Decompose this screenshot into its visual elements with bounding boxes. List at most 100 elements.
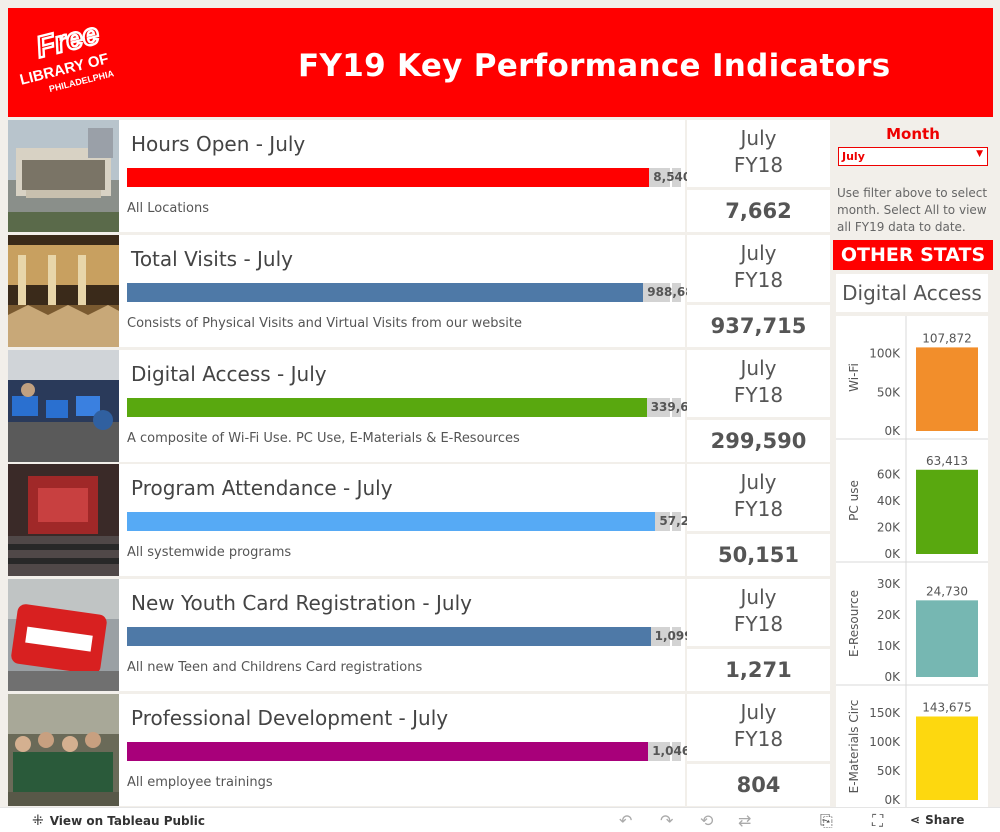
kpi-photo xyxy=(8,349,119,462)
kpi-title: New Youth Card Registration - July xyxy=(131,591,472,616)
undo-icon[interactable]: ↶ xyxy=(619,811,633,830)
share-label: Share xyxy=(925,813,965,827)
chart-tick-label: 20K xyxy=(877,608,901,622)
prior-period-month: July xyxy=(740,126,777,150)
prior-period-year: FY18 xyxy=(733,497,784,522)
kpi-subtitle: All new Teen and Childrens Card registra… xyxy=(127,660,423,676)
kpi-target-tick xyxy=(670,512,673,532)
dashboard-header: Free LIBRARY OF PHILADELPHIA FY19 Key Pe… xyxy=(8,8,993,117)
prior-period-year: FY18 xyxy=(733,727,784,751)
month-filter-select[interactable]: July ▼ xyxy=(838,147,988,166)
kpi-row: Program Attendance - July 57,203 All syste… xyxy=(8,464,830,577)
prior-period-label: July FY18 xyxy=(687,579,830,647)
kpi-photo-image xyxy=(8,579,119,692)
side-panel: Month July ▼ Use filter above to select … xyxy=(831,118,995,808)
chart-bar xyxy=(916,716,978,800)
kpi-subtitle: A composite of Wi-Fi Use. PC Use, E-Mate… xyxy=(127,430,520,446)
kpi-row: Professional Development - July 1,046 All … xyxy=(8,694,830,806)
tableau-logo-icon: ⁜ xyxy=(32,813,44,829)
prior-period-year: FY18 xyxy=(733,612,784,637)
kpi-title: Total Visits - July xyxy=(131,246,294,271)
chart-category-label: E-Resource xyxy=(847,590,861,657)
chart-bar xyxy=(916,469,978,554)
chart-category-label: Wi-Fi xyxy=(847,363,861,392)
chart-data-label: 63,413 xyxy=(926,454,968,468)
kpi-bar-fill[interactable] xyxy=(127,168,650,187)
kpi-bar-value: 1,046 xyxy=(652,744,691,758)
download-icon[interactable]: ⎘ xyxy=(820,811,833,830)
prior-period-value: 937,715 xyxy=(687,304,830,347)
kpi-bar-track[interactable]: 1,046 xyxy=(127,742,690,761)
prior-period-month: July xyxy=(740,470,777,495)
kpi-bar-fill[interactable] xyxy=(127,282,644,302)
kpi-title: Hours Open - July xyxy=(131,132,306,156)
prior-period-label: July FY18 xyxy=(687,464,830,532)
prior-period-value: 7,662 xyxy=(687,190,830,232)
kpi-photo xyxy=(8,120,119,232)
chart-tick-label: 100K xyxy=(869,735,901,749)
redo-icon[interactable]: ↷ xyxy=(660,811,674,830)
kpi-main: New Youth Card Registration - July 1,099 A… xyxy=(119,579,693,692)
kpi-bar-value: 1,099 xyxy=(654,629,693,644)
kpi-photo-image xyxy=(8,694,119,806)
kpi-title: Digital Access - July xyxy=(131,361,327,386)
kpi-bar-fill[interactable] xyxy=(127,742,649,761)
kpi-row: Total Visits - July 988,680 Consists of Ph… xyxy=(8,234,830,347)
kpi-bar-track[interactable]: 339,690 xyxy=(127,397,705,417)
chart-tick-label: 20K xyxy=(877,520,901,534)
chart-data-label: 107,872 xyxy=(922,331,972,345)
kpi-photo xyxy=(8,464,119,577)
prior-period-month: July xyxy=(740,355,777,380)
kpi-photo xyxy=(8,234,119,347)
filter-help-text: Use filter above to select month. Select… xyxy=(837,186,988,234)
prior-period-year: FY18 xyxy=(733,267,784,292)
kpi-title: Professional Development - July xyxy=(131,706,449,730)
chart-data-label: 143,675 xyxy=(922,700,972,714)
kpi-main: Program Attendance - July 57,203 All syste… xyxy=(119,464,706,577)
refresh-icon[interactable]: ⇄ xyxy=(738,811,752,830)
view-on-tableau-label: View on Tableau Public xyxy=(49,814,205,828)
chart-tick-label: 60K xyxy=(877,467,901,481)
kpi-main: Hours Open - July 8,540 All Locations xyxy=(119,120,691,232)
chart-bar xyxy=(916,347,978,431)
prior-period-year: FY18 xyxy=(733,382,784,407)
kpi-bar-value: 8,540 xyxy=(653,170,692,184)
chart-tick-label: 10K xyxy=(877,639,901,653)
kpi-row: New Youth Card Registration - July 1,099 A… xyxy=(8,579,830,692)
kpi-subtitle: All Locations xyxy=(127,201,210,216)
kpi-photo xyxy=(8,579,119,692)
kpi-bar-track[interactable]: 1,099 xyxy=(127,627,693,647)
chart-category-label: E-Materials Circ xyxy=(847,700,861,794)
prior-period-month: July xyxy=(740,700,777,724)
revert-icon[interactable]: ⟲ xyxy=(700,811,714,830)
prior-period-value: 804 xyxy=(687,764,830,806)
chart-tick-label: 30K xyxy=(877,577,901,591)
kpi-bar-fill[interactable] xyxy=(127,397,647,417)
other-stats-heading: OTHER STATS xyxy=(833,240,993,270)
kpi-subtitle: All employee trainings xyxy=(127,775,273,790)
prior-period-value: 299,590 xyxy=(687,419,830,462)
prior-period-year: FY18 xyxy=(733,153,784,177)
chart-category-label: PC use xyxy=(847,480,861,521)
kpi-subtitle: Consists of Physical Visits and Virtual … xyxy=(127,315,522,331)
prior-period-value: 1,271 xyxy=(687,649,830,692)
kpi-row: Digital Access - July 339,690 A composite … xyxy=(8,349,830,462)
kpi-photo-image xyxy=(8,464,119,577)
kpi-bar-fill[interactable] xyxy=(127,512,656,532)
chart-tick-label: 100K xyxy=(869,347,901,361)
kpi-subtitle: All systemwide programs xyxy=(127,545,292,561)
fullscreen-icon[interactable]: ⛶ xyxy=(872,811,884,830)
prior-period-month: July xyxy=(740,585,777,610)
prior-period-label: July FY18 xyxy=(687,120,830,187)
kpi-bar-track[interactable]: 8,540 xyxy=(127,168,691,187)
chart-tick-label: 0K xyxy=(884,670,901,684)
chart-tick-label: 0K xyxy=(884,547,901,561)
kpi-target-tick xyxy=(670,397,673,417)
kpi-bar-fill[interactable] xyxy=(127,627,651,647)
kpi-bar-track[interactable]: 57,203 xyxy=(127,512,706,532)
share-button[interactable]: ⋖ Share xyxy=(910,813,964,827)
page-title: FY19 Key Performance Indicators xyxy=(298,48,891,84)
kpi-bar-track[interactable]: 988,680 xyxy=(127,282,702,302)
view-on-tableau-link[interactable]: ⁜ View on Tableau Public xyxy=(32,813,205,829)
chart-bar xyxy=(916,600,978,677)
